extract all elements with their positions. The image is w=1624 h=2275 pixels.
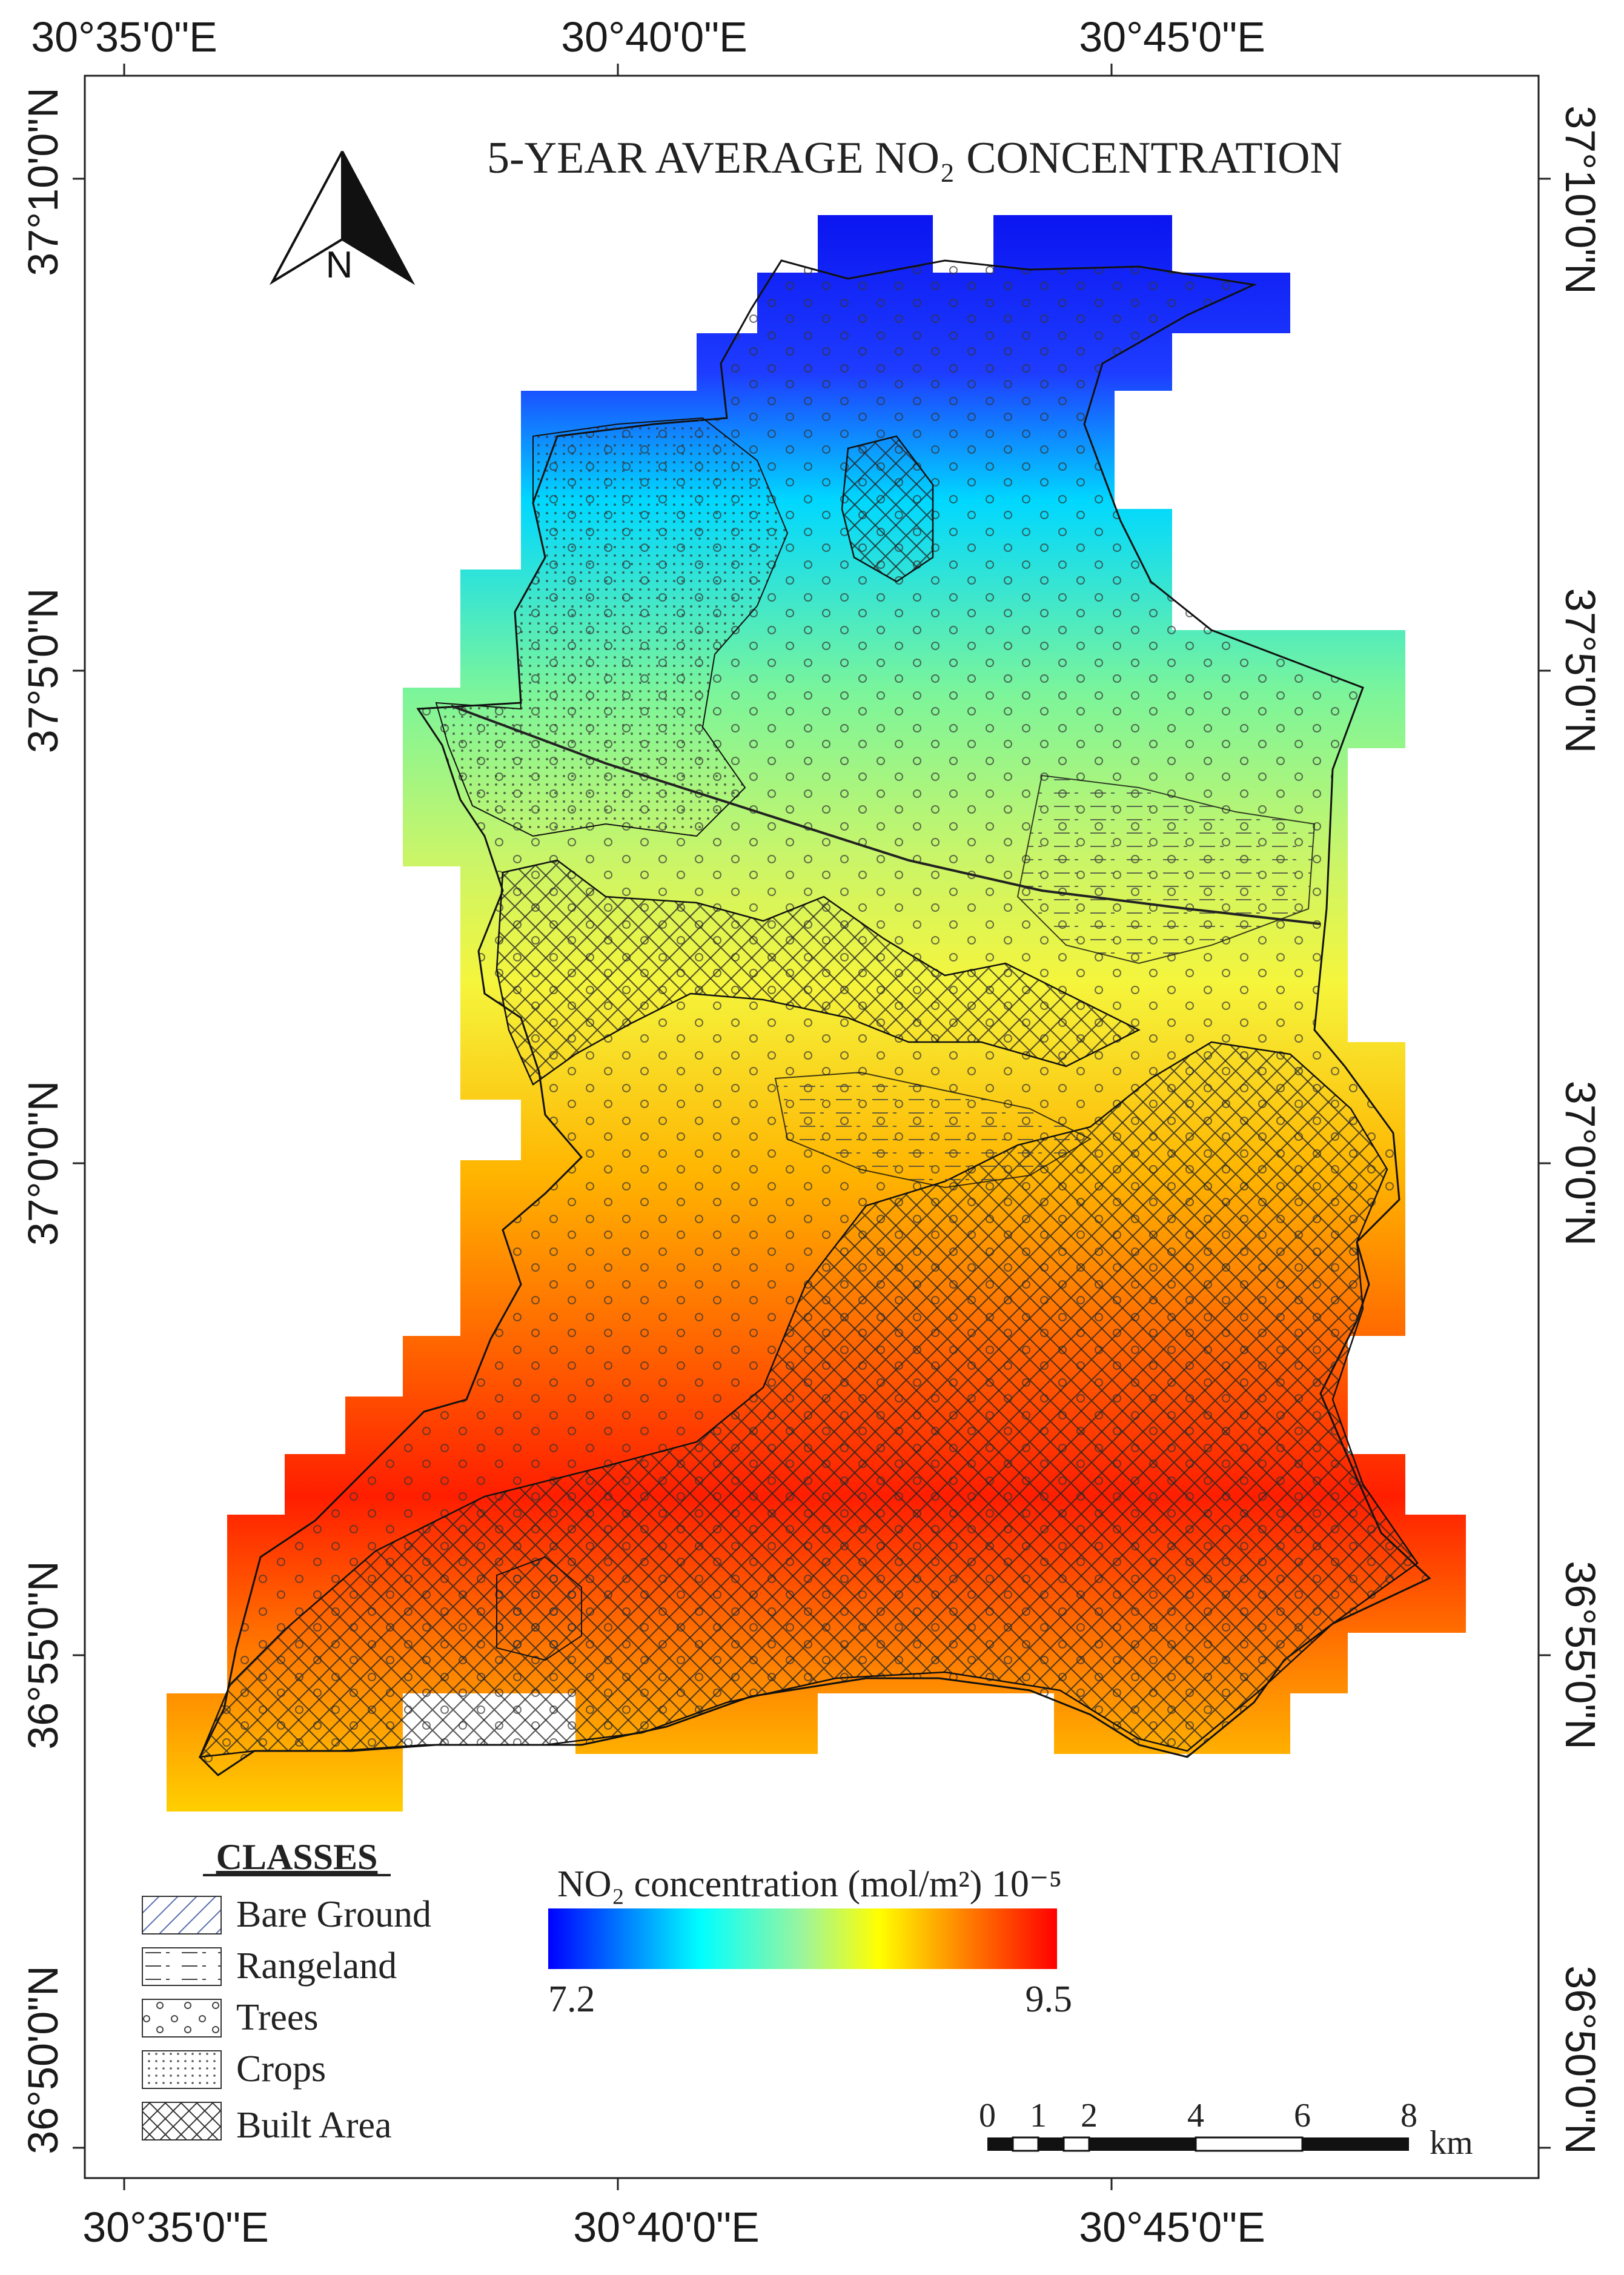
lat-label-left-4: 36°55ʹ0"N bbox=[19, 1561, 67, 1749]
lat-label-right-5: 36°50ʹ0"N bbox=[1557, 1965, 1604, 2154]
legend-swatch-rangeland bbox=[142, 1947, 222, 1986]
colorbar-label: NO₂ concentration (mol/m²) 10⁻⁵ bbox=[557, 1864, 1062, 1905]
trees-southwest-patch bbox=[496, 1556, 582, 1661]
lon-label-bottom-1: 30°35ʹ0"E bbox=[82, 2204, 269, 2251]
legend-swatch-built-area bbox=[142, 2102, 222, 2140]
map-title: 5-YEAR AVERAGE NO₂ CONCENTRATION bbox=[487, 133, 1342, 183]
lon-label-top-1: 30°35ʹ0"E bbox=[31, 13, 217, 61]
rangeland-south-center bbox=[774, 1071, 1092, 1189]
scale-tick-0: 0 bbox=[979, 2097, 996, 2134]
legend-label-built-area: Built Area bbox=[236, 2105, 392, 2146]
lat-label-left-3: 37°0ʹ0"N bbox=[19, 1081, 67, 1246]
legend-title: CLASSES bbox=[216, 1837, 378, 1877]
colorbar-max-label: 9.5 bbox=[1026, 1979, 1073, 2020]
scale-tick-4: 4 bbox=[1187, 2097, 1204, 2134]
lat-label-right-2: 37°5ʹ0"N bbox=[1557, 588, 1604, 753]
scale-tick-8: 8 bbox=[1400, 2097, 1417, 2134]
lon-label-bottom-2: 30°40ʹ0"E bbox=[573, 2204, 760, 2251]
graticule-ticks bbox=[73, 64, 1551, 2190]
lon-label-top-3: 30°45ʹ0"E bbox=[1079, 13, 1265, 61]
lon-label-bottom-3: 30°45ʹ0"E bbox=[1079, 2204, 1265, 2251]
legend-swatch-crops bbox=[142, 2050, 222, 2089]
legend-swatch-trees bbox=[142, 1999, 222, 2038]
built-area-north bbox=[841, 435, 934, 583]
lat-label-right-1: 37°10ʹ0"N bbox=[1557, 105, 1604, 294]
colorbar: NO₂ concentration (mol/m²) 10⁻⁵ 7.2 9.5 bbox=[548, 1864, 1072, 2020]
lat-label-left-1: 37°10ʹ0"N bbox=[19, 87, 67, 276]
colorbar-ramp bbox=[548, 1908, 1057, 1969]
rangeland-east bbox=[1016, 774, 1316, 965]
legend-label-crops: Crops bbox=[236, 2048, 326, 2090]
scale-tick-6: 6 bbox=[1294, 2097, 1311, 2134]
lon-label-top-2: 30°40ʹ0"E bbox=[561, 13, 747, 61]
legend: CLASSES Bare Ground Rangeland Trees Crop… bbox=[133, 1830, 472, 2169]
land-cover-overlay bbox=[199, 259, 1431, 1776]
scale-unit: km bbox=[1430, 2124, 1473, 2162]
legend-swatch-bare-ground bbox=[142, 1896, 222, 1935]
scale-tick-1: 1 bbox=[1030, 2097, 1047, 2134]
legend-label-bare-ground: Bare Ground bbox=[236, 1894, 431, 1935]
lat-label-left-2: 37°5ʹ0"N bbox=[19, 588, 67, 753]
crops-northwest bbox=[435, 417, 789, 837]
built-area-center bbox=[495, 859, 1141, 1086]
lat-label-right-3: 37°0ʹ0"N bbox=[1557, 1081, 1604, 1246]
legend-label-trees: Trees bbox=[236, 1997, 319, 2038]
lat-label-left-5: 36°50ʹ0"N bbox=[19, 1965, 67, 2154]
north-arrow-label: N bbox=[326, 244, 353, 286]
north-arrow-icon: N bbox=[269, 151, 416, 286]
title-background bbox=[424, 121, 1393, 194]
legend-label-rangeland: Rangeland bbox=[236, 1945, 397, 1987]
colorbar-min-label: 7.2 bbox=[548, 1979, 595, 2020]
railway-line bbox=[451, 705, 1321, 925]
lat-label-right-4: 36°55ʹ0"N bbox=[1557, 1561, 1604, 1749]
scale-bar: 0 1 2 4 6 8 km bbox=[979, 2097, 1473, 2162]
scale-tick-2: 2 bbox=[1081, 2097, 1098, 2134]
